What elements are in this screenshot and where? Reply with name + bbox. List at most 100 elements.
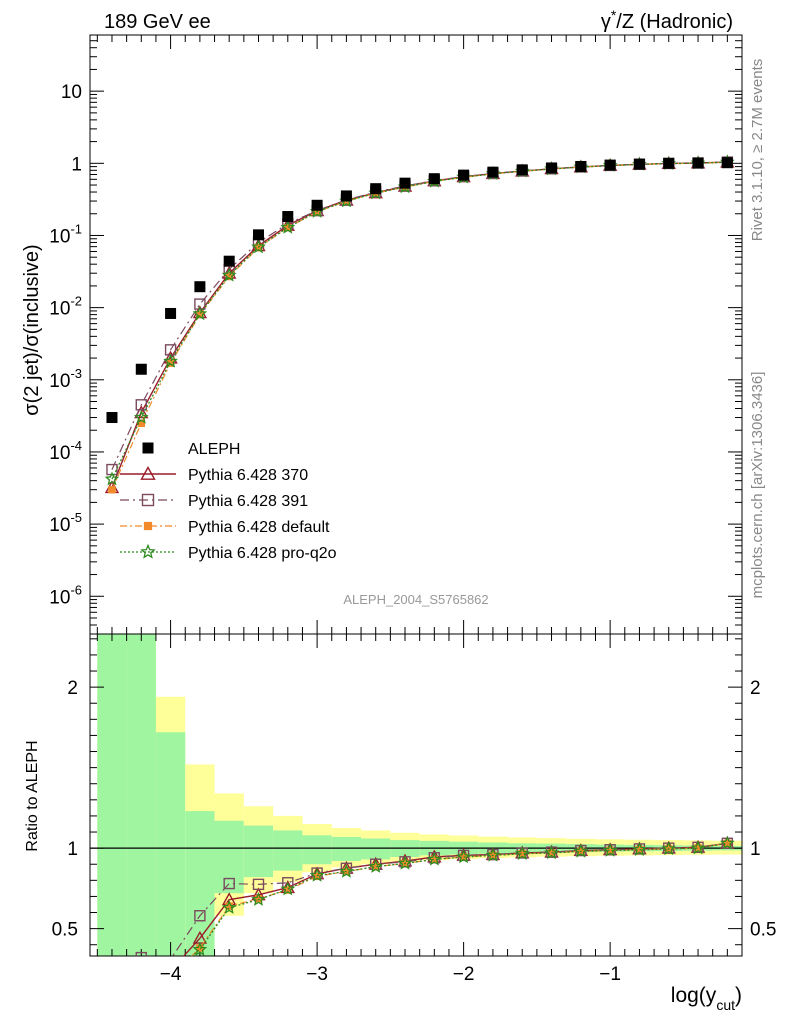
main-y-tick-exp: -4: [70, 438, 82, 453]
main-point-data: [340, 190, 352, 202]
ratio-point-pdef: [430, 855, 439, 864]
ratio-point-pdef: [459, 853, 468, 861]
main-point-data: [223, 255, 235, 267]
ratio-band-inner: [273, 830, 303, 871]
main-y-tick-label: 10-5: [49, 510, 82, 536]
header-left: 189 GeV ee: [104, 11, 211, 33]
legend-label-p391: Pythia 6.428 391: [188, 493, 308, 510]
main-y-tick-exp: -3: [70, 366, 82, 381]
ratio-point-pq2o: [339, 863, 354, 878]
main-point-pq2o: [280, 219, 296, 234]
main-line-pq2o: [111, 161, 728, 480]
ratio-y-tick-label-right: 0.5: [750, 920, 776, 941]
ratio-line-p391: [172, 842, 728, 956]
ratio-point-pq2o: [456, 849, 471, 864]
ratio-y-tick-label: 1: [67, 839, 78, 860]
main-point-data: [633, 158, 645, 170]
ratio-band-inner: [97, 634, 127, 956]
legend-label-pdef: Pythia 6.428 default: [188, 519, 330, 536]
main-point-pdef: [137, 419, 146, 427]
ratio-band-inner: [243, 825, 274, 878]
main-y-tick-exp: -6: [70, 582, 82, 597]
ratio-point-p391: [135, 951, 147, 956]
main-y-tick-base: 10: [49, 515, 70, 536]
main-point-pq2o: [192, 306, 208, 321]
ratio-point-pq2o: [573, 843, 589, 858]
main-point-data: [106, 412, 118, 424]
ratio-point-pq2o: [251, 891, 266, 906]
legend-marker-pdef: [143, 521, 153, 531]
legend: ALEPH Pythia 6.428 370 Pythia 6.428 391 Pyt…: [120, 441, 337, 562]
ratio-point-pq2o: [309, 867, 325, 882]
ratio-band-inner: [331, 836, 362, 862]
ratio-point-pdef: [196, 944, 204, 952]
ratio-point-pq2o: [397, 855, 413, 870]
main-y-tick-label: 10-4: [49, 438, 82, 464]
ratio-point-pq2o: [192, 941, 208, 956]
rivet-label: Rivet 3.1.10, ≥ 2.7M events: [749, 59, 766, 242]
ratio-point-p391: [252, 878, 265, 891]
main-y-tick-label: 10-2: [49, 294, 82, 320]
main-y-tick-base: 10: [49, 443, 70, 464]
ratio-point-pq2o: [514, 846, 530, 860]
main-point-data: [546, 162, 558, 174]
ratio-bands: [97, 634, 742, 956]
ratio-point-pdef: [694, 844, 702, 852]
main-point-pq2o: [133, 409, 149, 424]
ratio-y-tick-label-right: 1: [750, 839, 761, 860]
ratio-point-pq2o: [720, 835, 735, 850]
ratio-y-tick-label-right: 2: [750, 678, 761, 699]
main-y-tick-label: 10-3: [49, 366, 82, 392]
main-point-data: [311, 199, 323, 211]
main-point-data: [692, 157, 704, 169]
ratio-point-pdef: [254, 895, 263, 903]
main-y-tick-label: 1: [71, 154, 82, 175]
main-point-pdef: [166, 359, 175, 367]
ratio-point-pdef: [547, 849, 556, 857]
x-tick-label: −2: [453, 964, 475, 985]
main-point-data: [252, 229, 264, 241]
main-y-tick-label: 10: [61, 82, 82, 103]
ratio-band-inner: [126, 634, 156, 956]
main-point-data: [399, 177, 411, 189]
main-y-tick-exp: -2: [70, 294, 82, 309]
main-line-p370: [111, 161, 728, 488]
ratio-point-pdef: [313, 872, 321, 881]
ratio-y-tick-label: 2: [67, 678, 78, 699]
main-point-p391: [135, 399, 147, 411]
ratio-point-pq2o: [368, 858, 384, 873]
ratio-band-inner: [155, 732, 186, 956]
ratio-point-pq2o: [632, 842, 647, 856]
main-point-pdef: [108, 485, 116, 494]
main-point-pdef: [284, 223, 292, 232]
analysis-label: ALEPH_2004_S5765862: [343, 592, 488, 607]
header-right-sup: *: [611, 7, 617, 23]
main-point-data: [165, 307, 177, 319]
ratio-ylabel: Ratio to ALEPH: [24, 740, 41, 851]
ratio-point-pq2o: [280, 881, 296, 896]
ratio-point-pq2o: [690, 840, 706, 855]
xlabel-main: log(y: [671, 984, 717, 1007]
main-point-data: [458, 169, 470, 181]
ratio-point-p391: [194, 910, 206, 922]
legend-marker-p370: [140, 466, 156, 480]
ratio-point-pdef: [635, 845, 644, 854]
main-ylabel: σ(2 jet)/σ(inclusive): [21, 244, 43, 415]
ratio-point-pq2o: [221, 900, 237, 914]
xlabel-sub: cut: [716, 997, 735, 1013]
header-right-post: /Z (Hadronic): [616, 11, 733, 33]
header-right: γ*/Z (Hadronic): [601, 7, 733, 33]
ratio-point-pq2o: [661, 841, 677, 856]
main-y-tick-exp: -1: [70, 221, 82, 236]
ratio-point-pdef: [284, 886, 292, 894]
header-right-pre: γ: [601, 11, 611, 33]
mcplots-label: mcplots.cern.ch [arXiv:1306.3436]: [749, 372, 766, 599]
xlabel-end: ): [735, 984, 742, 1007]
main-point-pdef: [225, 272, 233, 281]
main-y-tick-base: 10: [49, 371, 70, 392]
main-point-data: [194, 281, 206, 293]
ratio-band-group: [97, 634, 742, 956]
main-point-pq2o: [104, 471, 120, 486]
